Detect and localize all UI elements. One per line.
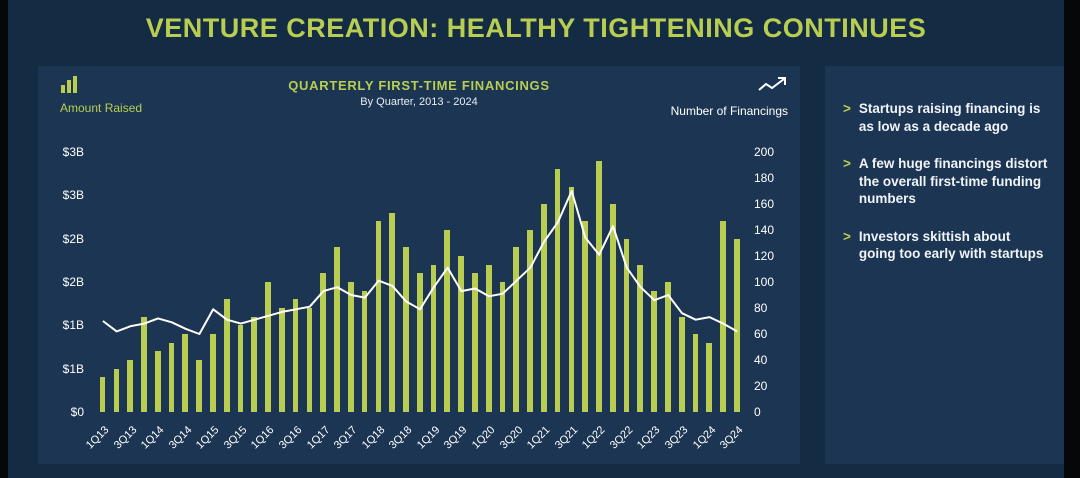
- axis-tick-label: 60: [754, 327, 768, 341]
- bullet-text: Investors skittish about going too early…: [858, 228, 1044, 262]
- legend-amount-raised: Amount Raised: [60, 76, 142, 115]
- bar: [182, 334, 189, 412]
- chart-header: QUARTERLY FIRST-TIME FINANCINGS By Quart…: [38, 78, 800, 108]
- axis-tick-label: 180: [754, 171, 775, 185]
- bar: [196, 360, 202, 412]
- axis-tick-label: 120: [754, 249, 775, 263]
- bar: [416, 273, 423, 412]
- bar: [692, 334, 699, 412]
- bar: [99, 377, 106, 412]
- bar: [361, 290, 368, 412]
- bar: [499, 282, 506, 412]
- x-axis-labels: 1Q13 3Q13 1Q14 3Q14 1Q15 3Q15 1Q16 3Q16 1Q17 3Q17…: [83, 424, 746, 452]
- bar: [389, 212, 396, 412]
- chevron-bullet-icon: >: [843, 156, 851, 172]
- bar: [223, 299, 230, 412]
- bar: [237, 325, 244, 412]
- bar: [596, 160, 602, 412]
- bar: [306, 308, 313, 412]
- axis-tick-label: 0: [754, 405, 761, 419]
- financings-line: [102, 190, 738, 335]
- bar: [430, 264, 437, 412]
- bar: [540, 204, 547, 412]
- page-title: VENTURE CREATION: HEALTHY TIGHTENING CON…: [145, 13, 927, 43]
- bar: [458, 256, 464, 412]
- bar: [665, 282, 671, 412]
- bullet-text: A few huge financings distort the overal…: [858, 156, 1048, 207]
- axis-tick-label: $2B: [62, 231, 84, 246]
- axis-tick-label: $2B: [62, 275, 84, 289]
- left-axis-title: Amount Raised: [60, 101, 143, 115]
- bar: [485, 264, 492, 412]
- bar: [651, 290, 657, 412]
- key-takeaways-panel: > Startups raising financing is as low a…: [825, 66, 1064, 464]
- bar: [609, 204, 616, 412]
- bar: [706, 342, 713, 412]
- left-axis: $3B $3B $2B $2B $1B $1B $0: [38, 145, 86, 419]
- bar: [375, 221, 382, 412]
- letterbox-left: [0, 0, 8, 478]
- chart-subtitle: By Quarter, 2013 - 2024: [360, 96, 478, 108]
- chevron-bullet-icon: >: [843, 228, 851, 244]
- line-chart-icon: [758, 77, 788, 98]
- right-axis-title: Number of Financings: [670, 104, 788, 118]
- chart-title: QUARTERLY FIRST-TIME FINANCINGS: [288, 78, 550, 93]
- bar: [347, 282, 354, 412]
- axis-tick-label: $3B: [62, 145, 84, 159]
- bar: [637, 264, 644, 412]
- bar: [292, 299, 299, 412]
- bar: [568, 186, 575, 412]
- axis-tick-label: 200: [754, 145, 775, 159]
- bar: [113, 368, 120, 412]
- bar: [472, 273, 478, 412]
- plot-area: [96, 152, 744, 412]
- axis-tick-label: 40: [754, 353, 768, 367]
- bar: [279, 308, 285, 412]
- bar: [168, 342, 175, 412]
- axis-tick-label: $3B: [62, 188, 84, 203]
- chevron-bullet-icon: >: [843, 101, 851, 116]
- bar: [444, 230, 451, 412]
- bar: [403, 247, 409, 412]
- axis-tick-label: 140: [754, 223, 775, 237]
- axis-tick-label: $0: [70, 405, 84, 419]
- bar: [513, 247, 520, 412]
- bar: [127, 360, 134, 412]
- axis-tick-label: $1B: [62, 318, 84, 333]
- axis-tick-label: 80: [754, 301, 768, 315]
- bar: [141, 316, 147, 412]
- bar: [527, 230, 533, 412]
- bar: [154, 351, 161, 412]
- bar: [678, 316, 685, 412]
- bullet-text: Startups raising financing is as low as …: [858, 101, 1041, 134]
- bar-chart-icon: [60, 76, 80, 97]
- letterbox-right: [1064, 0, 1080, 478]
- bar: [720, 221, 726, 412]
- bar: [582, 221, 589, 412]
- bar: [210, 334, 216, 412]
- bullet-item: > A few huge financings distort the over…: [843, 155, 1048, 208]
- chart-panel: Amount Raised QUARTERLY FIRST-TIME FINAN…: [38, 66, 800, 464]
- bar: [733, 238, 740, 412]
- bar: [320, 273, 327, 412]
- slide-background: VENTURE CREATION: HEALTHY TIGHTENING CON…: [8, 0, 1064, 478]
- bar: [251, 316, 258, 412]
- bullet-item: > Investors skittish about going too ear…: [843, 228, 1048, 263]
- bar: [334, 247, 340, 412]
- axis-tick-label: 20: [754, 379, 768, 393]
- bar: [554, 169, 561, 412]
- axis-tick-label: 160: [754, 197, 775, 211]
- axis-tick-label: $1B: [62, 361, 84, 376]
- axis-tick-label: 100: [754, 275, 775, 289]
- bar: [623, 238, 630, 412]
- bullet-item: > Startups raising financing is as low a…: [843, 100, 1048, 135]
- legend-number-of-financings: Number of Financings: [671, 76, 788, 118]
- bar: [265, 282, 271, 412]
- right-axis: 200 180 160 140 120 100 80 60 40 20 0: [754, 145, 798, 419]
